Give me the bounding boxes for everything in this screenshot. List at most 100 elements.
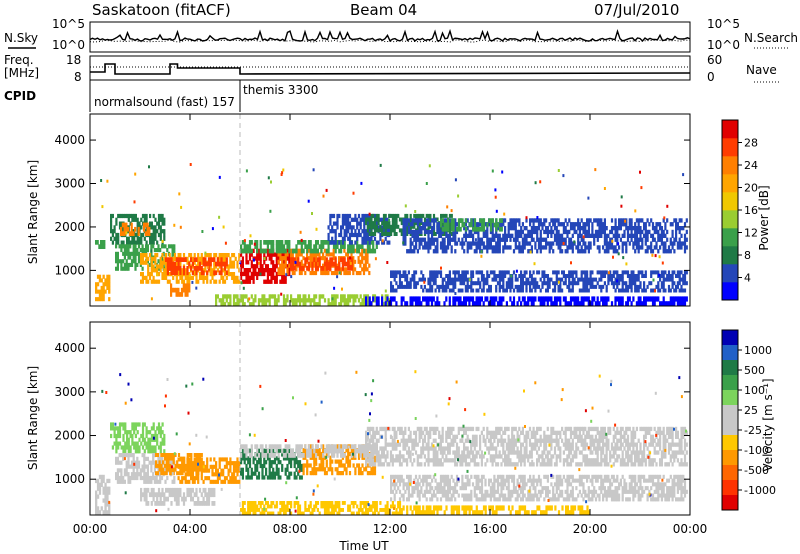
velocity-cell <box>300 444 303 450</box>
power-cell <box>596 237 599 242</box>
power-cell <box>475 249 478 254</box>
power-cell <box>657 222 660 227</box>
power-cell <box>612 249 615 254</box>
power-cell <box>236 279 239 284</box>
velocity-cell <box>152 433 155 439</box>
velocity-cell <box>215 468 218 473</box>
power-cell <box>398 277 402 282</box>
velocity-cell <box>157 456 160 461</box>
velocity-cell <box>120 479 123 484</box>
velocity-cell <box>95 490 98 495</box>
power-cell <box>345 302 348 307</box>
power-cell <box>546 281 549 286</box>
power-cell <box>126 236 129 241</box>
velocity-cell <box>191 476 194 481</box>
power-cell <box>393 217 396 222</box>
velocity-cell <box>182 461 186 466</box>
velocity-cell <box>165 463 168 468</box>
power-cell <box>539 245 542 250</box>
velocity-cell <box>115 449 118 454</box>
velocity-cell <box>177 492 180 498</box>
power-cell <box>678 288 681 293</box>
power-cell <box>578 241 581 246</box>
power-cell <box>569 274 573 278</box>
power-cell <box>431 241 434 246</box>
power-cell <box>427 237 430 242</box>
power-cell <box>393 224 396 229</box>
power-cell <box>582 222 585 227</box>
power-cell <box>134 259 137 264</box>
power-cell <box>236 294 239 299</box>
velocity-cell <box>363 467 366 472</box>
power-cell <box>427 218 430 223</box>
power-cell <box>431 270 434 275</box>
power-cell <box>443 249 446 254</box>
power-cell <box>218 270 221 276</box>
power-cell <box>655 226 658 231</box>
power-cell <box>129 244 132 249</box>
power-cell <box>150 264 153 269</box>
power-cell <box>436 245 439 250</box>
power-cell <box>197 266 200 271</box>
power-cell <box>95 297 98 302</box>
power-cell <box>261 294 264 299</box>
power-cell <box>343 217 346 222</box>
power-cell <box>602 270 605 275</box>
power-cell <box>479 226 482 232</box>
velocity-cell <box>145 445 148 450</box>
y-tick-label: 4000 <box>54 133 85 147</box>
power-cell <box>486 249 489 254</box>
velocity-cell <box>120 460 123 465</box>
velocity-cell <box>198 464 202 469</box>
power-cell <box>470 222 473 228</box>
power-cell <box>298 240 302 245</box>
power-cell <box>309 244 312 249</box>
power-cell <box>409 222 412 227</box>
power-cell <box>306 252 309 257</box>
velocity-cell <box>302 471 305 476</box>
power-cell <box>530 237 533 242</box>
power-cell <box>600 277 603 282</box>
power-cell <box>110 213 113 219</box>
power-cell <box>311 298 314 303</box>
date-title: 07/Jul/2010 <box>594 1 679 19</box>
power-cell <box>448 218 451 223</box>
velocity-cell <box>357 463 361 468</box>
velocity-cell <box>149 437 152 442</box>
power-cell <box>673 281 676 286</box>
power-cell <box>352 217 355 222</box>
power-cell <box>575 296 578 302</box>
power-cell <box>628 241 631 246</box>
velocity-cell <box>141 433 145 439</box>
power-cell <box>591 222 594 227</box>
power-cell <box>123 262 126 267</box>
velocity-cell <box>288 456 291 461</box>
velocity-cell <box>202 468 205 473</box>
velocity-cell <box>222 468 225 473</box>
power-cell <box>348 294 352 299</box>
power-cell <box>589 277 592 282</box>
power-cell <box>122 240 125 245</box>
power-cell <box>486 281 489 286</box>
velocity-cell <box>254 456 257 461</box>
velocity-cell <box>177 471 181 476</box>
power-cell <box>265 264 268 269</box>
power-cell <box>682 301 685 307</box>
power-cell <box>520 249 523 254</box>
power-cell <box>673 288 676 293</box>
power-cell <box>625 301 628 307</box>
power-cell <box>359 294 362 299</box>
velocity-cell <box>197 476 200 481</box>
velocity-cell <box>157 501 161 506</box>
velocity-cell <box>182 492 186 498</box>
power-cell <box>573 277 576 282</box>
power-cell <box>464 222 467 227</box>
velocity-cell <box>340 459 343 464</box>
power-cell <box>635 237 638 242</box>
power-cell <box>550 233 553 238</box>
power-cell <box>409 213 412 218</box>
power-cell <box>423 229 427 235</box>
power-cell <box>457 288 460 293</box>
power-cell <box>336 263 339 268</box>
power-cell <box>482 226 486 232</box>
